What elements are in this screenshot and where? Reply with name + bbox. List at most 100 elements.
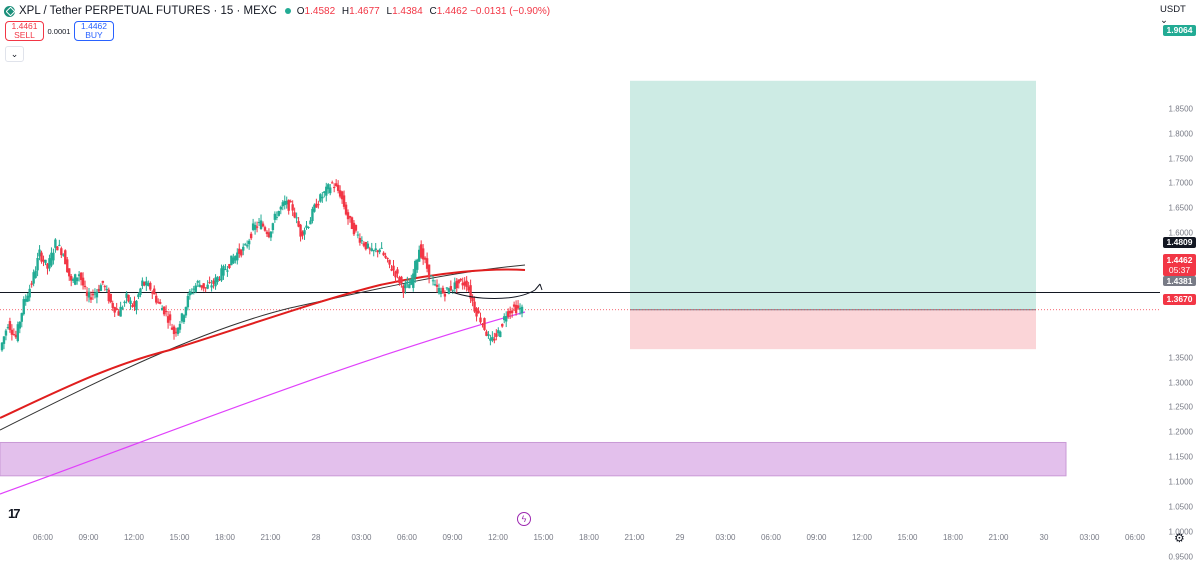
candle-body: [222, 266, 225, 276]
candle-body: [133, 301, 136, 307]
candle-body: [453, 282, 456, 289]
candle-body: [220, 268, 223, 281]
price-tick: 1.3500: [1168, 353, 1193, 363]
candle-body: [141, 280, 144, 286]
candle-body: [196, 281, 199, 283]
candle-body: [469, 285, 472, 299]
candle-body: [285, 200, 288, 205]
candle-body: [228, 264, 231, 268]
time-tick: 09:00: [78, 533, 99, 542]
candle-body: [364, 242, 368, 250]
candle-body: [412, 273, 415, 288]
time-tick: 06:00: [396, 533, 418, 542]
chart-pane[interactable]: [0, 0, 1160, 525]
candle-body: [75, 277, 79, 282]
candle-body: [0, 342, 4, 351]
candle-body: [113, 307, 116, 313]
candle-body: [301, 231, 304, 236]
buy-button[interactable]: 1.4462 BUY: [74, 21, 114, 41]
candle-body: [467, 286, 470, 291]
lightning-icon[interactable]: ϟ: [517, 512, 531, 526]
candle-body: [362, 243, 366, 246]
candle-body: [376, 250, 379, 253]
time-tick: 28: [311, 533, 321, 542]
long-moving-average: [0, 311, 526, 495]
candle-body: [319, 194, 322, 202]
candle-body: [358, 237, 362, 243]
candle-body: [202, 283, 205, 289]
candle-body: [336, 184, 340, 191]
symbol-title[interactable]: XPL / Tether PERPETUAL FUTURES · 15 · ME…: [19, 5, 277, 17]
candle-body: [380, 247, 383, 249]
candle-body: [170, 327, 174, 330]
candle-body: [22, 299, 25, 315]
candle-body: [459, 278, 462, 281]
candle-body: [8, 321, 12, 330]
time-tick: 06:00: [1124, 533, 1146, 542]
candle-body: [374, 248, 377, 251]
slow-moving-average: [0, 264, 526, 431]
candle-body: [83, 285, 87, 288]
candle-body: [153, 288, 156, 295]
candle-body: [38, 249, 41, 257]
curve-annotation: [451, 289, 536, 299]
candle-body: [26, 295, 29, 302]
candle-body: [487, 334, 490, 336]
price-tick: 1.0000: [1168, 527, 1193, 537]
candle-body: [299, 224, 302, 237]
candle-body: [271, 223, 275, 230]
stop-loss-label: 1.3670: [1163, 294, 1196, 305]
candle-body: [315, 203, 318, 208]
time-tick: 18:00: [578, 533, 600, 542]
candle-body: [421, 248, 425, 260]
profit-zone: [630, 80, 1036, 310]
sell-price: 1.4461: [11, 21, 38, 31]
chart-canvas[interactable]: [0, 0, 1160, 525]
candle-body: [125, 293, 128, 298]
candle-body: [457, 279, 460, 284]
candle-body: [79, 272, 83, 281]
time-tick: 15:00: [169, 533, 190, 542]
candle-body: [386, 257, 389, 259]
candle-body: [418, 249, 421, 262]
candle-body: [427, 264, 431, 278]
price-tick: 1.6000: [1168, 228, 1193, 238]
candle-body: [449, 286, 453, 291]
chart-legend: XPL / Tether PERPETUAL FUTURES · 15 · ME…: [4, 3, 554, 19]
candle-body: [416, 259, 419, 270]
candle-body: [253, 224, 257, 230]
candle-body: [501, 323, 504, 327]
currency-selector[interactable]: USDT ⌄: [1160, 4, 1186, 26]
candle-body: [155, 295, 158, 303]
candle-body: [147, 283, 150, 286]
candle-body: [287, 199, 290, 211]
candle-body: [28, 288, 31, 298]
candle-body: [479, 317, 482, 323]
candle-body: [192, 288, 195, 290]
sell-button[interactable]: 1.4461 SELL: [5, 21, 44, 41]
candle-body: [423, 257, 427, 260]
candle-body: [495, 333, 498, 337]
candle-body: [210, 285, 213, 288]
candle-body: [52, 252, 55, 261]
collapse-legend-button[interactable]: ⌄: [5, 46, 24, 62]
candle-body: [93, 293, 97, 295]
price-tick: 1.1500: [1168, 452, 1193, 462]
candle-body: [309, 220, 312, 225]
candle-body: [332, 187, 336, 189]
candle-body: [443, 293, 447, 297]
tradingview-logo-icon[interactable]: 17: [8, 506, 21, 521]
candle-body: [277, 211, 281, 216]
time-tick: 12:00: [123, 533, 145, 542]
candle-body: [107, 289, 110, 302]
candle-body: [419, 244, 423, 258]
candle-body: [48, 258, 51, 269]
candle-body: [119, 306, 122, 317]
candle-body: [176, 327, 180, 334]
candle-body: [372, 250, 375, 252]
candle-body: [214, 277, 217, 287]
time-axis[interactable]: 06:00 09:00 12:00 15:00 18:00 21:00 28 03:00 06:…: [0, 526, 1160, 548]
price-tick: 1.6500: [1168, 203, 1193, 213]
gear-icon[interactable]: ⚙: [1174, 531, 1185, 545]
arrow-head-icon: [534, 283, 543, 291]
